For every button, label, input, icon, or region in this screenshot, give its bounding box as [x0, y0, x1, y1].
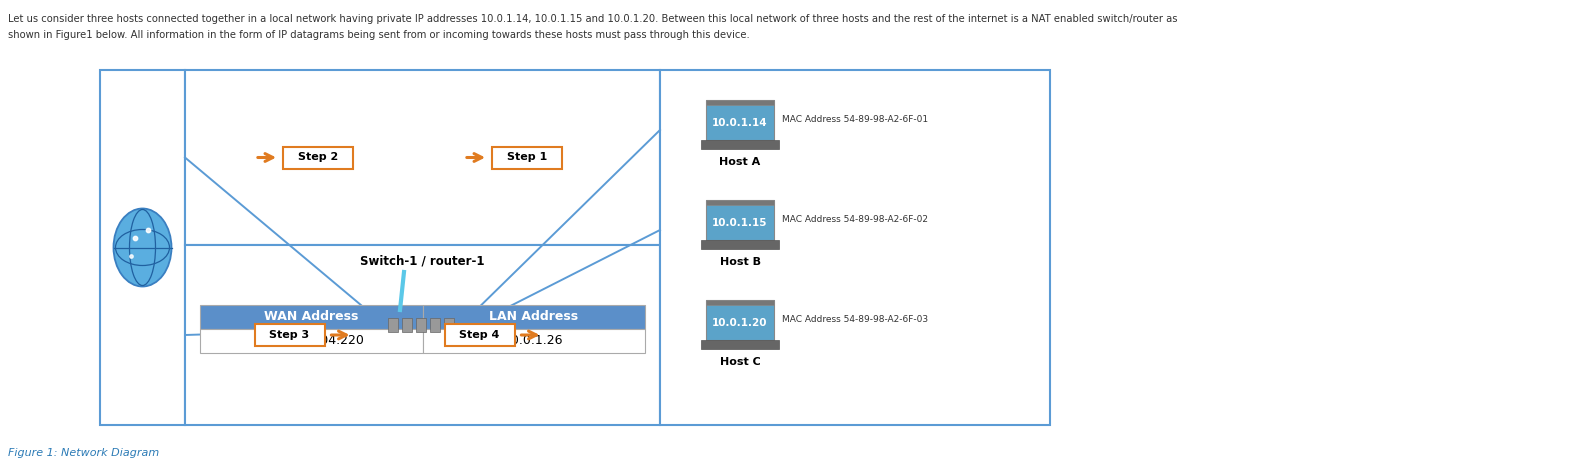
Text: Let us consider three hosts connected together in a local network having private: Let us consider three hosts connected to…	[8, 14, 1177, 24]
Text: Step 4: Step 4	[459, 330, 500, 340]
Bar	[707, 300, 773, 340]
Text: Host C: Host C	[719, 357, 761, 367]
Text: MAC Address 54-89-98-A2-6F-02: MAC Address 54-89-98-A2-6F-02	[781, 216, 927, 225]
Bar	[184, 245, 661, 425]
Bar	[422, 329, 645, 353]
Bar	[100, 70, 184, 425]
Bar	[422, 305, 645, 329]
Bar	[445, 324, 515, 346]
Bar	[492, 146, 562, 169]
Text: 10.0.1.15: 10.0.1.15	[713, 218, 767, 228]
Text: Host B: Host B	[719, 257, 761, 267]
Text: 135.122.204.220: 135.122.204.220	[257, 334, 365, 348]
Text: Step 3: Step 3	[270, 330, 310, 340]
Text: 10.0.1.26: 10.0.1.26	[503, 334, 564, 348]
Bar	[707, 200, 773, 205]
Text: 10.0.1.20: 10.0.1.20	[713, 318, 767, 328]
Bar	[416, 318, 426, 332]
Bar	[700, 340, 780, 349]
Bar	[700, 140, 780, 149]
Bar	[430, 318, 440, 332]
Ellipse shape	[113, 209, 172, 286]
Text: WAN Address: WAN Address	[264, 310, 359, 324]
Text: shown in Figure1 below. All information in the form of IP datagrams being sent f: shown in Figure1 below. All information …	[8, 30, 750, 40]
Text: MAC Address 54-89-98-A2-6F-01: MAC Address 54-89-98-A2-6F-01	[781, 115, 927, 124]
Text: Host A: Host A	[719, 157, 761, 167]
Point	[118, 252, 143, 259]
Bar	[387, 318, 399, 332]
Bar	[283, 146, 353, 169]
Text: Figure 1: Network Diagram: Figure 1: Network Diagram	[8, 448, 159, 458]
Text: Step 2: Step 2	[299, 153, 338, 162]
Point	[122, 234, 148, 241]
Bar	[707, 100, 773, 140]
Bar	[254, 324, 324, 346]
Bar	[707, 300, 773, 305]
Bar	[700, 240, 780, 249]
Text: 10.0.1.14: 10.0.1.14	[711, 118, 769, 128]
Bar	[402, 318, 411, 332]
Bar	[707, 100, 773, 105]
Bar	[200, 305, 422, 329]
Text: LAN Address: LAN Address	[489, 310, 578, 324]
Bar	[707, 200, 773, 240]
Bar	[661, 70, 1050, 425]
Bar	[184, 70, 661, 245]
Bar	[380, 310, 465, 340]
Text: MAC Address 54-89-98-A2-6F-03: MAC Address 54-89-98-A2-6F-03	[781, 316, 927, 325]
Bar	[445, 318, 454, 332]
Text: Step 1: Step 1	[507, 153, 548, 162]
Point	[135, 226, 160, 233]
Bar	[200, 329, 422, 353]
Text: Switch-1 / router-1: Switch-1 / router-1	[360, 255, 484, 268]
